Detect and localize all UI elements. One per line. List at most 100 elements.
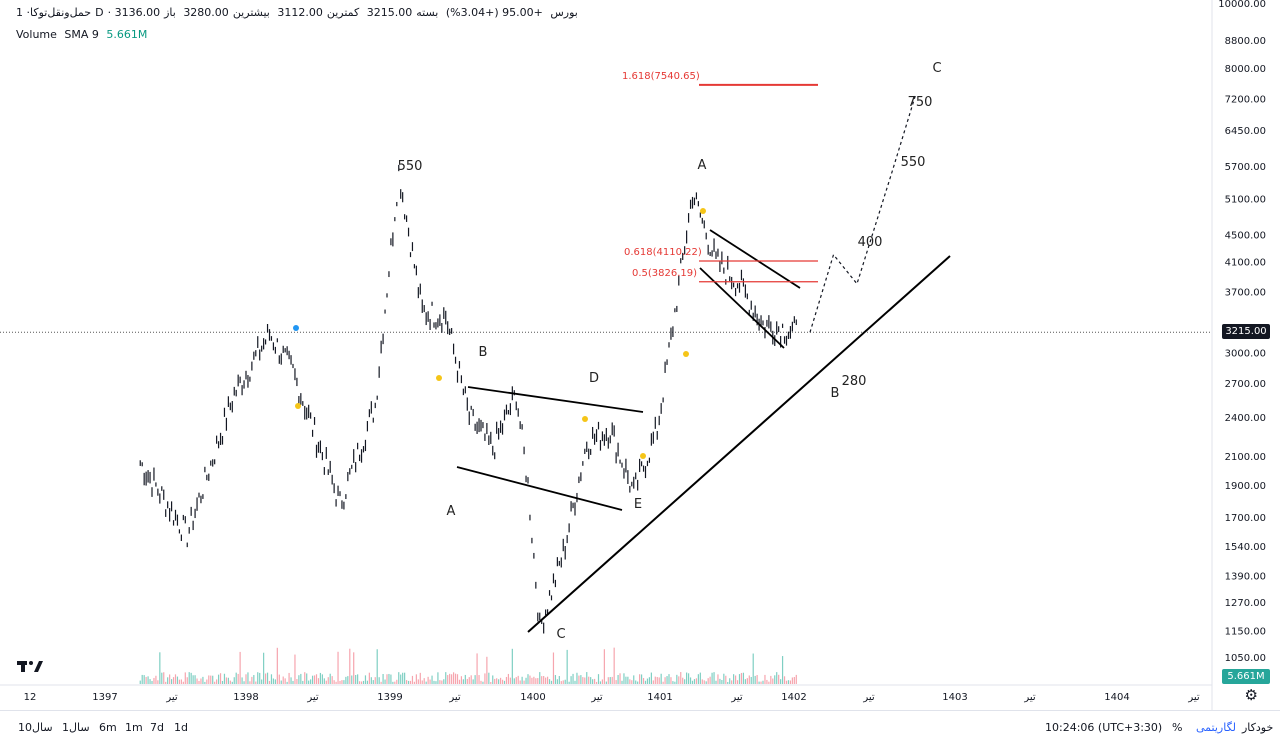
clock-display[interactable]: 10:24:06 (UTC+3:30) xyxy=(1045,721,1163,734)
volume-bar xyxy=(400,674,402,684)
range-6m[interactable]: 6m xyxy=(99,721,117,734)
volume-bar xyxy=(261,679,263,684)
volume-bar xyxy=(592,679,594,684)
volume-bar xyxy=(288,672,290,684)
time-tick-label: 1401 xyxy=(647,692,672,703)
volume-bar xyxy=(625,676,627,684)
volume-bar xyxy=(178,679,181,684)
volume-bar xyxy=(458,679,461,684)
tradingview-logo[interactable] xyxy=(16,656,44,676)
volume-bar xyxy=(580,675,582,684)
volume-bar xyxy=(676,674,678,684)
volume-bar xyxy=(443,679,445,684)
volume-bar xyxy=(498,679,500,684)
volume-bar xyxy=(656,677,658,684)
volume-bar xyxy=(750,676,752,684)
volume-bar xyxy=(425,681,427,684)
volume-bar xyxy=(439,680,441,684)
volume-bar xyxy=(680,672,682,684)
wedge-upper-line[interactable] xyxy=(709,229,801,289)
volume-bar xyxy=(331,676,333,684)
range-10y[interactable]: 10سال xyxy=(18,721,53,734)
volume-bar xyxy=(621,680,623,684)
volume-bar xyxy=(731,680,733,684)
volume-bar xyxy=(574,680,576,684)
bottom-toolbar: 10سال 1سال 6m 1m 7d 1d 10:24:06 (UTC+3:3… xyxy=(0,710,1280,743)
volume-bar xyxy=(539,672,541,684)
signal-marker xyxy=(293,325,299,331)
volume-bar xyxy=(169,674,171,684)
volume-bar xyxy=(648,677,651,684)
volume-bar xyxy=(388,673,390,684)
time-tick-label: تیر xyxy=(1187,692,1200,703)
volume-bar xyxy=(646,678,649,684)
legend-high-label: بیشترین xyxy=(232,6,270,19)
volume-bar xyxy=(437,672,439,684)
volume-bar xyxy=(772,678,774,684)
log-toggle[interactable]: لگاریتمی xyxy=(1196,721,1236,734)
range-1d[interactable]: 1d xyxy=(174,721,188,734)
volume-bar xyxy=(691,680,694,684)
volume-bar xyxy=(290,677,292,684)
volume-bar xyxy=(145,676,147,684)
volume-bar xyxy=(478,675,480,684)
volume-bar xyxy=(464,674,466,684)
volume-bar xyxy=(501,679,504,684)
wave-label: 400 xyxy=(858,235,883,250)
volume-bar xyxy=(570,676,572,684)
volume-bar xyxy=(513,678,515,684)
volume-bar xyxy=(584,677,586,684)
range-1y[interactable]: 1سال xyxy=(62,721,90,734)
price-tick-label: 2100.00 xyxy=(1225,452,1266,463)
volume-bar xyxy=(552,652,555,684)
volume-bar xyxy=(427,676,429,684)
volume-bar xyxy=(725,675,727,684)
volume-bar xyxy=(511,648,513,684)
channel-upper-line[interactable] xyxy=(467,386,644,413)
volume-bar xyxy=(499,677,502,684)
time-tick-label: 1399 xyxy=(377,692,402,703)
volume-bar xyxy=(695,678,698,684)
volume-bar xyxy=(672,681,674,684)
volume-bar xyxy=(143,675,145,684)
wave-label: B xyxy=(831,386,840,401)
signal-marker xyxy=(295,403,301,409)
volume-bar xyxy=(188,672,190,684)
range-7d[interactable]: 7d xyxy=(150,721,164,734)
volume-bar xyxy=(472,679,474,684)
volume-bar xyxy=(239,651,241,684)
auto-toggle[interactable]: خودکار xyxy=(1242,721,1274,734)
range-1m[interactable]: 1m xyxy=(125,721,143,734)
time-tick-label: تیر xyxy=(1023,692,1036,703)
volume-bar xyxy=(639,674,641,684)
volume-bar xyxy=(525,677,527,684)
volume-bar xyxy=(633,675,635,684)
wave-label: 750 xyxy=(908,95,933,110)
main-trendline[interactable] xyxy=(527,255,951,633)
volume-bar xyxy=(396,679,398,684)
volume-bar xyxy=(149,679,151,684)
volume-bar xyxy=(715,680,717,684)
volume-bar xyxy=(339,680,341,684)
volume-bar xyxy=(601,679,604,684)
volume-bar xyxy=(682,677,684,684)
settings-gear-icon[interactable]: ⚙ xyxy=(1244,686,1258,704)
volume-bar xyxy=(243,681,245,684)
volume-bar xyxy=(431,675,433,684)
channel-lower-line[interactable] xyxy=(456,466,623,511)
wave-label: D xyxy=(589,371,599,386)
volume-bar xyxy=(323,678,325,684)
percent-toggle[interactable]: % xyxy=(1172,721,1183,734)
time-tick-label: 1400 xyxy=(520,692,545,703)
volume-bar xyxy=(637,681,639,684)
volume-bar xyxy=(719,678,721,684)
volume-bar xyxy=(787,680,790,684)
volume-bar xyxy=(783,676,786,684)
volume-bar xyxy=(174,674,177,684)
volume-bar xyxy=(302,680,304,684)
time-tick-label: 1404 xyxy=(1104,692,1129,703)
volume-bar xyxy=(317,678,320,684)
volume-bar xyxy=(564,679,566,684)
